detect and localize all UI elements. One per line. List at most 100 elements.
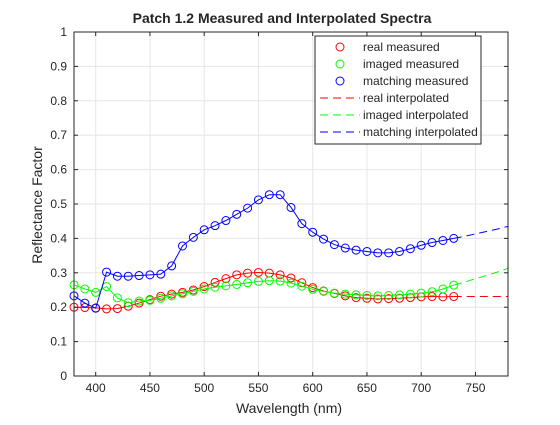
matching-measured-point	[188, 232, 198, 242]
legend-box	[314, 35, 482, 145]
matching-measured-point	[362, 246, 372, 256]
matching-measured-point	[395, 246, 404, 256]
imaged-measured-point	[167, 291, 177, 301]
matching-measured-point	[112, 271, 122, 281]
chart-title: Patch 1.2 Measured and Interpolated Spec…	[133, 10, 432, 26]
imaged-measured-point	[373, 291, 383, 301]
real-measured-point	[210, 277, 220, 287]
matching-measured-point	[340, 243, 350, 253]
matching-measured-point	[253, 195, 263, 205]
legend-label: imaged interpolated	[363, 108, 468, 122]
imaged-measured-point	[253, 276, 263, 286]
imaged-measured-point	[145, 295, 155, 305]
real-measured-point	[362, 293, 372, 303]
imaged-measured-point	[80, 284, 90, 294]
matching-measured-point	[134, 271, 144, 281]
x-axis-label: Wavelength (nm)	[236, 400, 342, 416]
real-measured-point	[405, 293, 415, 303]
real-measured-point	[253, 267, 263, 277]
imaged-measured-point	[427, 287, 437, 297]
matching-measured-point	[427, 238, 437, 248]
imaged-measured-point	[243, 278, 253, 288]
imaged-measured-point	[123, 298, 133, 308]
x-tick-label: 750	[465, 381, 485, 395]
real-measured-legend-marker	[335, 42, 345, 52]
real-measured-point	[156, 291, 166, 301]
imaged-measured-point	[395, 290, 404, 300]
y-tick-label: 1	[60, 25, 67, 39]
real-measured-point	[134, 298, 144, 308]
y-tick-label: 0.5	[50, 197, 67, 211]
matching-measured-point	[243, 203, 253, 213]
matching-measured-point	[373, 248, 383, 258]
imaged-measured-line	[73, 280, 454, 304]
matching-interpolated-line	[453, 225, 509, 239]
x-tick-label: 500	[194, 381, 214, 395]
legend-label: imaged measured	[363, 57, 459, 71]
real-measured-point	[221, 274, 231, 284]
real-measured-point	[297, 278, 307, 288]
legend-label: matching interpolated	[363, 125, 478, 139]
real-measured-point	[123, 301, 133, 311]
matching-measured-point	[286, 202, 296, 212]
y-tick-label: 0.8	[50, 94, 67, 108]
matching-measured-point	[232, 209, 242, 219]
matching-measured-point	[210, 221, 220, 231]
y-tick-label: 0.3	[50, 266, 67, 280]
imaged-measured-point	[156, 293, 166, 303]
matching-measured-point	[384, 248, 394, 258]
x-tick-label: 450	[140, 381, 160, 395]
matching-measured-point	[449, 233, 459, 243]
y-tick-label: 0.2	[50, 300, 67, 314]
imaged-measured-point	[438, 284, 448, 294]
y-axis-label: Reflectance Factor	[29, 146, 45, 264]
imaged-measured-point	[329, 288, 339, 298]
real-measured-point	[384, 294, 394, 304]
imaged-measured-point	[362, 291, 372, 301]
legend-label: real measured	[363, 40, 440, 54]
legend-label: real interpolated	[363, 91, 449, 105]
y-tick-label: 0.6	[50, 163, 67, 177]
imaged-measured-point	[210, 282, 220, 292]
matching-measured-point	[416, 240, 426, 250]
x-tick-label: 400	[86, 381, 106, 395]
imaged-measured-point	[286, 278, 296, 288]
imaged-measured-point	[297, 281, 307, 291]
real-measured-point	[351, 293, 361, 303]
real-measured-point	[199, 282, 209, 292]
real-measured-point	[102, 304, 112, 314]
imaged-measured-point	[91, 287, 101, 297]
imaged-measured-point	[264, 276, 274, 286]
imaged-measured-point	[199, 284, 209, 294]
matching-measured-point	[156, 269, 166, 279]
imaged-measured-point	[232, 279, 242, 289]
imaged-measured-point	[449, 280, 459, 290]
matching-measured-point	[102, 267, 112, 277]
imaged-measured-point	[112, 293, 122, 303]
imaged-measured-point	[340, 289, 350, 299]
imaged-measured-point	[351, 290, 361, 300]
legend: real measured imaged measured matching mea…	[314, 35, 482, 145]
imaged-measured-legend-marker	[335, 59, 345, 69]
real-measured-point	[286, 273, 296, 283]
x-tick-label: 700	[411, 381, 431, 395]
x-tick-label: 600	[303, 381, 323, 395]
matching-measured-point	[167, 261, 177, 271]
matching-measured-point	[221, 216, 231, 226]
y-tick-label: 0.9	[50, 59, 67, 73]
imaged-interpolated-line	[453, 267, 509, 286]
legend-label: matching measured	[363, 74, 468, 88]
imaged-measured-point	[405, 289, 415, 299]
y-tick-label: 0.4	[50, 231, 67, 245]
imaged-measured-point	[188, 286, 198, 296]
matching-measured-legend-marker	[335, 76, 345, 86]
imaged-measured-point	[308, 284, 318, 294]
matching-measured-point	[275, 190, 285, 200]
matching-measured-point	[80, 298, 90, 308]
matching-measured-point	[178, 241, 187, 251]
imaged-measured-point	[134, 296, 144, 306]
imaged-measured-point	[221, 281, 231, 291]
real-measured-point	[275, 270, 285, 280]
matching-measured-point	[123, 271, 133, 281]
real-measured-point	[112, 304, 122, 314]
